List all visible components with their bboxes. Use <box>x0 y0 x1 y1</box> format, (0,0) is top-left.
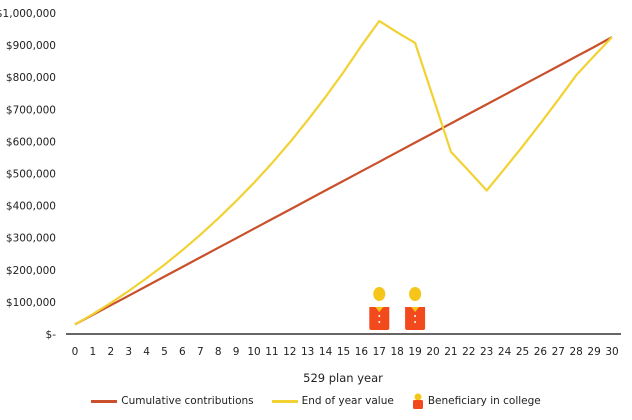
x-tick-label: 26 <box>534 346 548 358</box>
x-tick-label: 8 <box>215 346 222 358</box>
y-tick-label: $- <box>46 329 57 341</box>
legend-label: Beneficiary in college <box>427 395 541 407</box>
x-tick-label: 1 <box>90 346 97 358</box>
x-tick-label: 6 <box>179 346 186 358</box>
legend-item-cumulative: Cumulative contributions <box>91 395 254 407</box>
x-tick-label: 15 <box>337 346 350 358</box>
line-chart: $- $100,000 $200,000 $300,000 $400,000 $500,0… <box>0 8 621 385</box>
y-tick-label: $900,000 <box>6 40 56 52</box>
x-tick-label: 28 <box>570 346 583 358</box>
x-tick-label: 24 <box>498 346 512 358</box>
x-tick-label: 5 <box>161 346 168 358</box>
x-tick-label: 23 <box>480 346 493 358</box>
x-tick-label: 4 <box>143 346 150 358</box>
x-tick-label: 16 <box>355 346 369 358</box>
legend-label: End of year value <box>301 395 394 407</box>
beneficiary-markers <box>369 287 426 330</box>
legend-item-beneficiary: Beneficiary in college <box>412 393 541 409</box>
y-tick-label: $100,000 <box>6 297 56 309</box>
x-tick-label: 18 <box>391 346 404 358</box>
x-axis-ticks: 0 1 2 3 4 5 6 7 8 9 10 11 12 13 14 15 16 17 18 19 20 21 22 23 24… <box>72 346 619 358</box>
x-tick-label: 25 <box>516 346 529 358</box>
x-tick-label: 0 <box>72 346 79 358</box>
legend-item-end-value: End of year value <box>271 395 394 407</box>
x-tick-label: 13 <box>301 346 314 358</box>
x-tick-label: 2 <box>107 346 114 358</box>
beneficiary-icon <box>405 287 426 330</box>
x-tick-label: 22 <box>462 346 475 358</box>
x-axis-label: 529 plan year <box>303 371 383 385</box>
y-axis-ticks: $- $100,000 $200,000 $300,000 $400,000 $500,0… <box>0 8 56 341</box>
x-tick-label: 21 <box>444 346 457 358</box>
x-tick-label: 29 <box>587 346 600 358</box>
x-tick-label: 20 <box>426 346 439 358</box>
x-tick-label: 14 <box>319 346 333 358</box>
y-tick-label: $300,000 <box>6 233 56 245</box>
y-tick-label: $400,000 <box>6 201 56 213</box>
beneficiary-icon <box>412 393 423 409</box>
legend-swatch-cumulative <box>91 399 118 403</box>
x-tick-label: 9 <box>233 346 240 358</box>
chart-legend: Cumulative contributions End of year val… <box>0 393 632 409</box>
beneficiary-icon <box>369 287 390 330</box>
x-tick-label: 19 <box>408 346 421 358</box>
legend-label: Cumulative contributions <box>121 395 254 407</box>
y-tick-label: $800,000 <box>6 72 56 84</box>
y-tick-label: $200,000 <box>6 265 56 277</box>
x-tick-label: 17 <box>373 346 386 358</box>
end-of-year-value-line <box>74 19 613 326</box>
legend-swatch-end-value <box>271 399 298 403</box>
y-tick-label: $1,000,000 <box>0 8 56 20</box>
x-tick-label: 10 <box>247 346 260 358</box>
x-tick-label: 30 <box>605 346 618 358</box>
y-tick-label: $500,000 <box>6 169 56 181</box>
cumulative-contributions-line <box>74 36 613 326</box>
y-tick-label: $600,000 <box>6 136 56 148</box>
x-tick-label: 12 <box>283 346 296 358</box>
y-tick-label: $700,000 <box>6 104 56 116</box>
x-tick-label: 7 <box>197 346 204 358</box>
x-tick-label: 11 <box>265 346 278 358</box>
x-tick-label: 3 <box>125 346 132 358</box>
x-tick-label: 27 <box>552 346 565 358</box>
series-lines <box>74 19 613 326</box>
